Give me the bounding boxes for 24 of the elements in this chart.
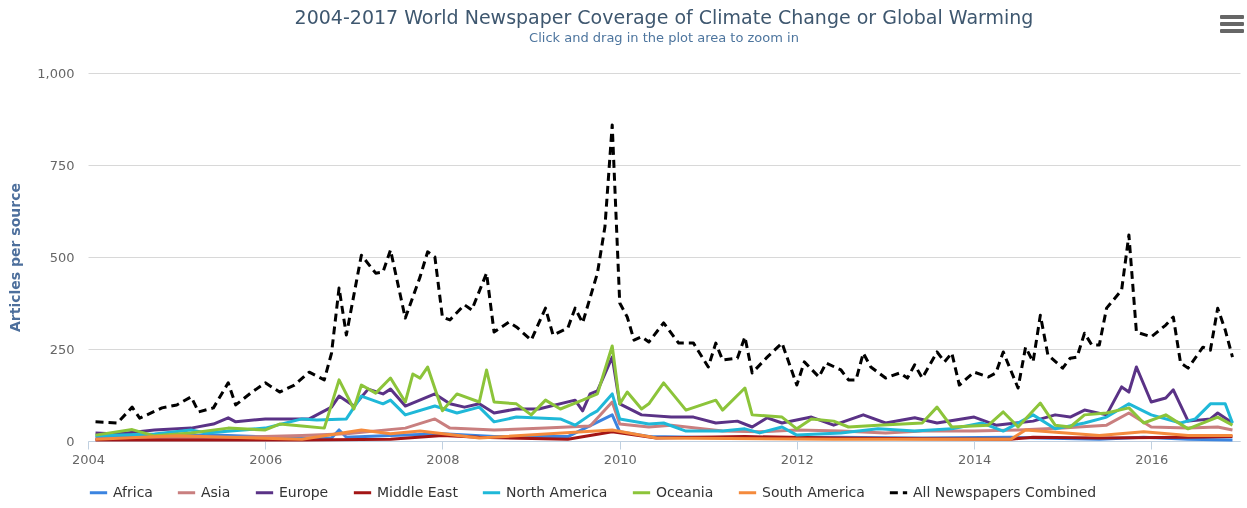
x-tick-label: 2016 <box>1135 451 1169 467</box>
legend-label: All Newspapers Combined <box>913 483 1097 500</box>
y-axis-title: Articles per source <box>7 183 24 332</box>
legend-label: Middle East <box>377 483 459 500</box>
chart-title: 2004-2017 World Newspaper Coverage of Climate Change or Global Warming <box>294 6 1034 28</box>
y-tick-label: 0 <box>66 433 75 449</box>
legend-label: Africa <box>113 483 153 500</box>
x-tick-label: 2010 <box>603 451 637 467</box>
y-tick-label: 750 <box>49 157 75 173</box>
legend-label: Asia <box>201 483 231 500</box>
x-tick-label: 2004 <box>71 451 106 467</box>
legend-label: Europe <box>279 483 329 500</box>
x-tick-label: 2014 <box>958 451 992 467</box>
y-tick-label: 1,000 <box>37 65 75 81</box>
x-tick-label: 2008 <box>426 451 460 467</box>
chart-subtitle: Click and drag in the plot area to zoom in <box>529 30 799 45</box>
line-series <box>94 123 1234 425</box>
y-tick-label: 500 <box>49 249 75 265</box>
legend-label: North America <box>506 483 608 500</box>
x-tick-label: 2006 <box>249 451 283 467</box>
legend-label: South America <box>762 483 865 500</box>
x-tick-label: 2012 <box>780 451 814 467</box>
legend-label: Oceania <box>656 483 714 500</box>
y-tick-label: 250 <box>49 341 75 357</box>
